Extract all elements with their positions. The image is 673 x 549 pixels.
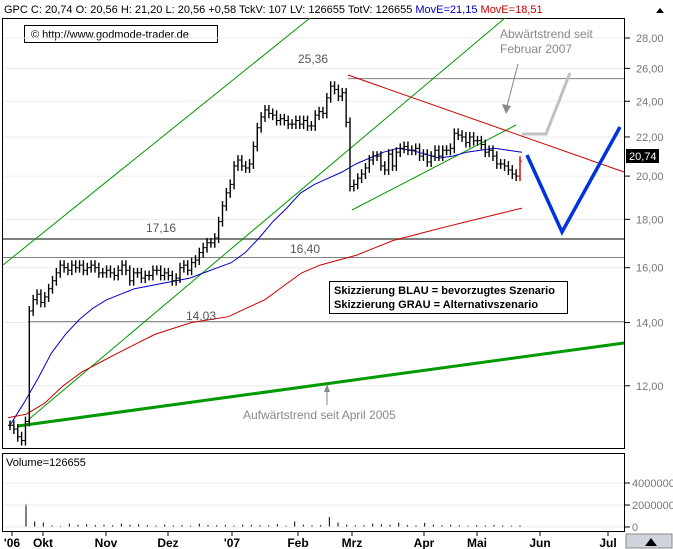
x-tick-label-5: Feb [287,536,308,549]
header-ma-red: MovE=18,51 [481,4,543,16]
x-tick-label-8: Mai [467,536,487,549]
downtrend-arrowhead [502,104,511,114]
header-low: L: 20,56 [165,4,205,16]
scroll-up-icon[interactable] [656,8,664,13]
ma-red-line [7,207,523,419]
y-tick-label-2: 16,00 [636,263,664,275]
channel-lower-line [27,17,506,421]
legend-blue-text: Skizzierung BLAU = bevorzugtes Szenario [334,285,555,297]
y-tick-label-4: 20,00 [636,171,664,183]
volume-label: Volume=126655 [6,457,86,469]
scenario-legend-box: Skizzierung BLAU = bevorzugtes Szenario … [329,281,568,314]
vol-tick-label-1: 2000000 [632,500,673,512]
y-tick-label-5: 22,00 [636,132,664,144]
scenario-blue-path [525,126,622,236]
uptrend-arrowhead [324,384,330,392]
header-tickvol: TckV: 107 [239,4,287,16]
volume-panel-frame [2,453,625,532]
y-tick-label-0: 12,00 [636,381,664,393]
scenario-gray-path [522,72,572,136]
uptrend-line [17,341,625,428]
header-lastvol: LV: 126655 [290,4,345,16]
header-change: +0,58 [208,4,236,16]
x-tick-label-9: Jun [529,536,550,549]
horizontal-levels [3,78,624,323]
x-tick-label-4: '07 [224,536,241,549]
downtrend-label-line1: Abwärtstrend seit [500,27,593,41]
x-axis-ticks: '06 Okt Nov Dez '07 Feb Mrz Apr Mai Jun Jul [4,531,617,549]
trend-lines [2,17,625,428]
x-tick-label-0: '06 [4,536,21,549]
y-axis-ticks: 12,00 14,00 16,00 18,00 20,00 22,00 24,00 26,00… [624,33,664,393]
level-label-1716: 17,16 [146,221,176,235]
header-ma-blue: MovE=21,15 [415,4,477,16]
level-label-1640: 16,40 [290,242,320,256]
downtrend-line [347,74,625,173]
x-tick-label-1: Okt [33,536,53,549]
header-totvol: TotV: 126655 [348,4,412,16]
legend-gray-text: Skizzierung GRAU = Alternativszenario [334,299,538,311]
price-bars [8,81,522,446]
downtrend-label-line2: Februar 2007 [500,42,572,56]
vol-tick-label-2: 0 [632,522,638,534]
wedge-lower-line [351,124,517,211]
uptrend-label: Aufwärtstrend seit April 2005 [243,408,396,422]
price-panel-frame [2,18,625,449]
y-tick-label-8: 28,00 [636,33,664,45]
header-close: C: 20,74 [31,4,73,16]
y-tick-label-1: 14,00 [636,318,664,330]
corner-nav-icon[interactable] [625,533,673,549]
header-quote: GPC C: 20,74 O: 20,56 H: 21,20 L: 20,56 … [4,4,543,16]
x-tick-label-7: Apr [414,536,435,549]
y-tick-label-6: 24,00 [636,96,664,108]
level-label-high: 25,36 [298,52,328,66]
downtrend-arrow [505,63,519,111]
copyright-box: © http://www.godmode-trader.de [24,25,218,43]
last-price-tag: 20,74 [626,149,659,163]
x-tick-label-2: Nov [95,536,118,549]
header-high: H: 21,20 [121,4,163,16]
last-price-value: 20,74 [629,151,657,163]
header-symbol: GPC [4,4,28,16]
y-tick-label-7: 26,00 [636,63,664,75]
channel-upper-line [2,17,311,266]
axis-grid [3,37,624,387]
moving-averages [7,147,523,426]
y-tick-label-3: 18,00 [636,214,664,226]
header-open: O: 20,56 [76,4,118,16]
vol-tick-label-0: 4000000 [632,478,673,490]
x-tick-label-3: Dez [157,536,178,549]
svg-text:GPC C: 20,74 O: 20,56 H: 21,20: GPC C: 20,74 O: 20,56 H: 21,20 L: 20,56 … [4,4,543,16]
copyright-text: © http://www.godmode-trader.de [31,29,189,41]
ma-blue-line [9,147,523,426]
scenario-sketches [522,72,622,236]
volume-axis-ticks: 4000000 2000000 0 [3,478,673,534]
x-tick-label-6: Mrz [342,536,363,549]
level-label-1403: 14,03 [186,309,216,323]
x-tick-label-10: Jul [599,536,616,549]
